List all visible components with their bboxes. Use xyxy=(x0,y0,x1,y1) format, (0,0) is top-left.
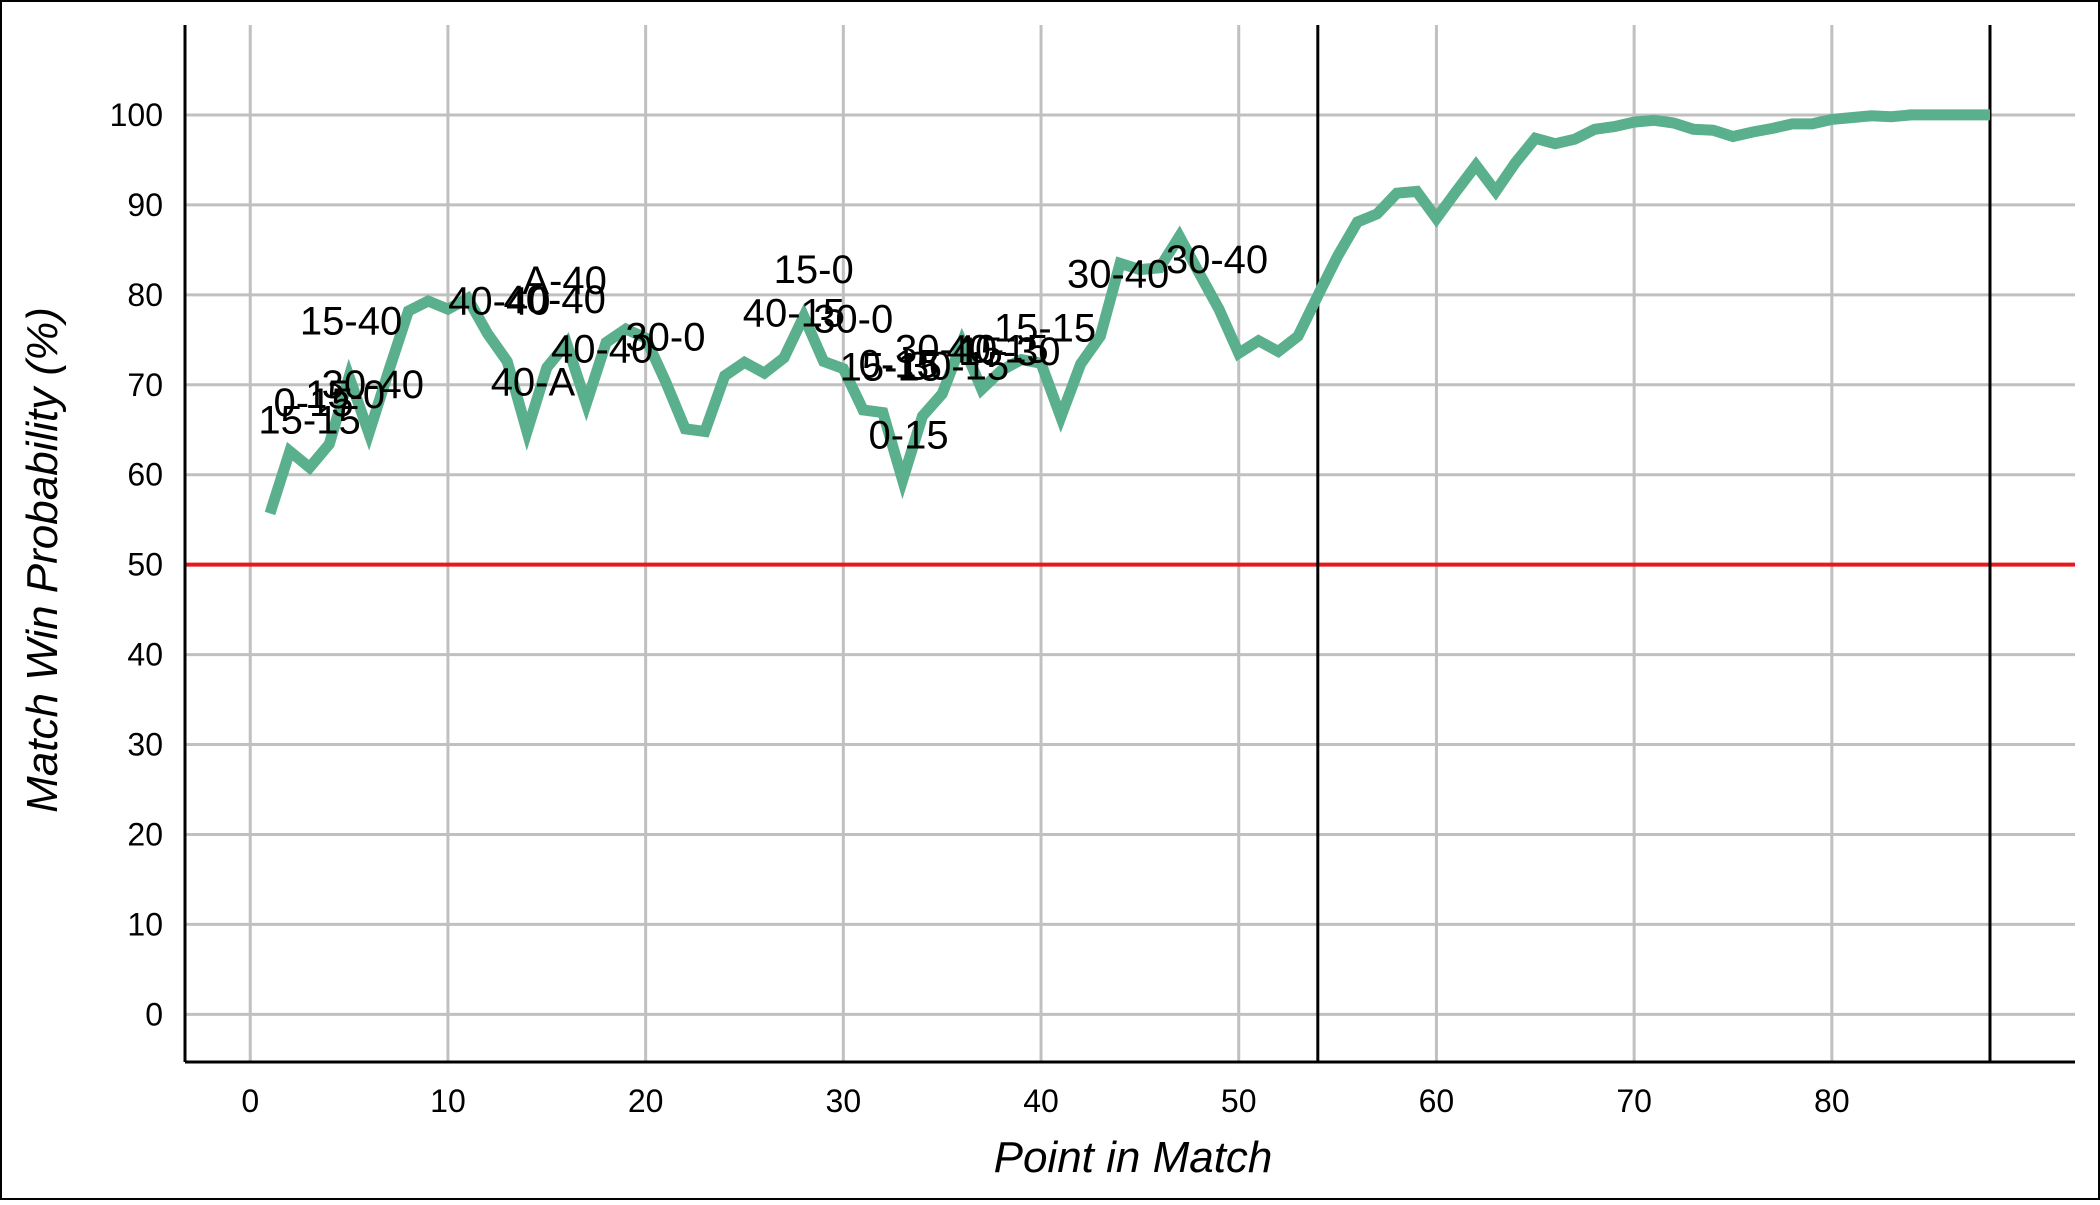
score-label: 30-40 xyxy=(1166,238,1268,282)
y-axis-title: Match Win Probability (%) xyxy=(18,307,67,813)
y-tick-label: 0 xyxy=(145,996,163,1032)
x-tick-label: 70 xyxy=(1616,1083,1652,1119)
y-tick-label: 60 xyxy=(127,457,163,493)
x-tick-label: 10 xyxy=(430,1083,466,1119)
grid xyxy=(185,25,2075,1062)
y-tick-label: 70 xyxy=(127,367,163,403)
x-tick-label: 50 xyxy=(1221,1083,1257,1119)
score-label: 30-40 xyxy=(1067,253,1169,297)
score-label: 30-40 xyxy=(322,363,424,407)
score-label: 15-15 xyxy=(994,307,1096,351)
score-label: 15-0 xyxy=(774,248,854,292)
y-tick-label: 80 xyxy=(127,277,163,313)
y-tick-label: 30 xyxy=(127,727,163,763)
score-label: 30-15 xyxy=(907,344,1009,388)
score-label: 30-40 xyxy=(895,327,997,371)
y-tick-label: 50 xyxy=(127,547,163,583)
x-axis-title: Point in Match xyxy=(994,1133,1273,1182)
y-tick-label: 40 xyxy=(127,637,163,673)
y-tick-label: 100 xyxy=(110,97,163,133)
score-label: 15-15 xyxy=(840,345,942,389)
x-tick-label: 0 xyxy=(241,1083,259,1119)
score-label: 0-15 xyxy=(859,343,939,387)
score-label: 40-40 xyxy=(448,280,550,324)
score-label: 40-40 xyxy=(551,327,653,371)
score-label: 15-0 xyxy=(305,373,385,417)
score-label: 15-30 xyxy=(958,330,1060,374)
axes xyxy=(183,25,2075,1064)
x-tick-label: 20 xyxy=(628,1083,664,1119)
y-tick-label: 20 xyxy=(127,816,163,852)
score-label: 0-15 xyxy=(273,381,353,425)
y-tick-label: 10 xyxy=(127,906,163,942)
x-tick-label: 30 xyxy=(826,1083,862,1119)
tick-labels: 0 10 20 30 40 50 60 70 80 0 10 20 30 40 50 60 70 80 90 100 xyxy=(110,97,1850,1119)
score-label: 15-40 xyxy=(300,299,402,343)
score-label: 15-15 xyxy=(258,398,360,442)
score-label: 40-40 xyxy=(504,278,606,322)
score-label: 30-0 xyxy=(625,316,705,360)
y-tick-label: 90 xyxy=(127,187,163,223)
x-tick-label: 80 xyxy=(1814,1083,1850,1119)
set-break-layer xyxy=(1316,25,1992,1062)
score-label: 40-15 xyxy=(743,291,845,335)
score-label: 40-A xyxy=(491,361,576,405)
x-tick-label: 60 xyxy=(1419,1083,1455,1119)
score-label: 30-0 xyxy=(813,298,893,342)
score-label: 0-15 xyxy=(869,414,949,458)
win-probability-line xyxy=(264,109,1990,516)
series-layer xyxy=(264,109,1990,516)
score-label: 40-15 xyxy=(946,327,1048,371)
x-tick-label: 40 xyxy=(1023,1083,1059,1119)
score-label: A-40 xyxy=(522,259,607,303)
